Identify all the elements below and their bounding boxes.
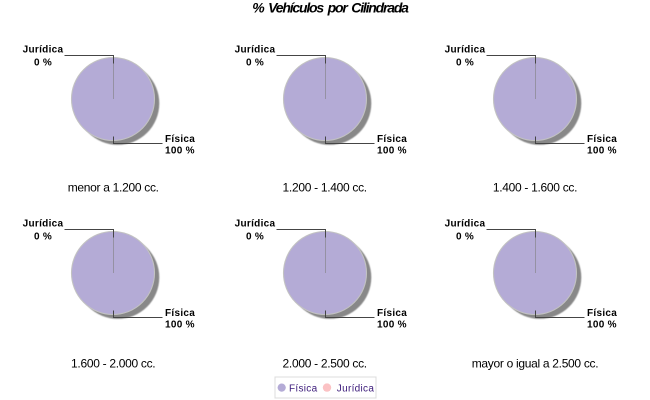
svg-text:Física: Física — [289, 384, 318, 395]
svg-text:1.400 - 1.600 cc.: 1.400 - 1.600 cc. — [493, 180, 577, 194]
svg-text:2.000 - 2.500 cc.: 2.000 - 2.500 cc. — [283, 356, 367, 370]
svg-text:1.600 - 2.000 cc.: 1.600 - 2.000 cc. — [71, 356, 155, 370]
svg-text:1.200 - 1.400 cc.: 1.200 - 1.400 cc. — [283, 180, 367, 194]
svg-text:Jurídica: Jurídica — [337, 384, 375, 395]
svg-text:% Vehículos por Cilindrada: % Vehículos por Cilindrada — [252, 0, 409, 16]
svg-text:menor a 1.200 cc.: menor a 1.200 cc. — [68, 180, 159, 194]
svg-text:mayor o igual a 2.500 cc.: mayor o igual a 2.500 cc. — [472, 356, 599, 370]
